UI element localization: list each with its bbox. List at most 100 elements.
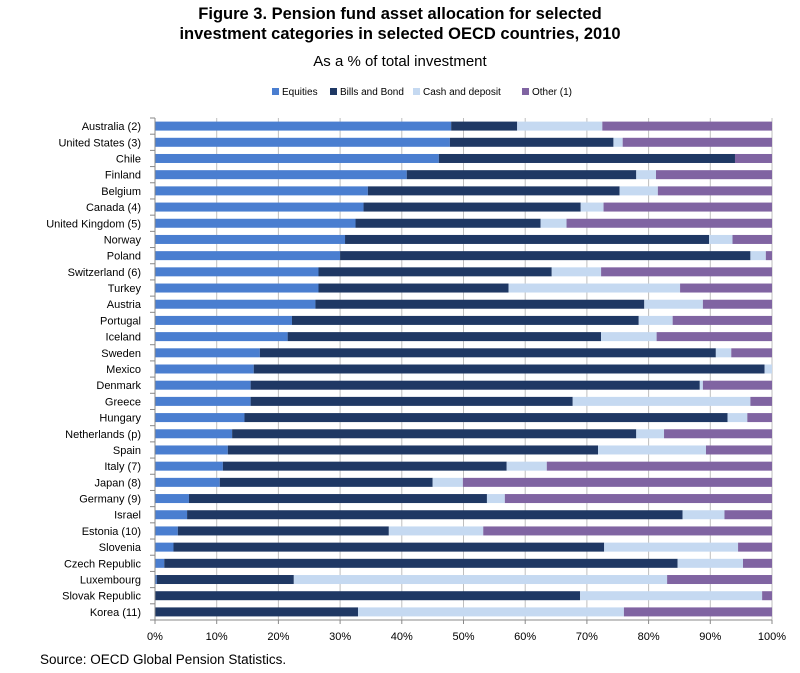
category-label: Norway: [104, 234, 142, 246]
bar-segment: [699, 380, 703, 390]
category-label: Italy (7): [104, 461, 141, 473]
bar-segment: [188, 494, 487, 504]
bar-segment: [219, 477, 433, 487]
source-note: Source: OECD Global Pension Statistics.: [40, 652, 287, 667]
bar-segment: [743, 558, 772, 568]
bar-segment: [287, 332, 602, 342]
bar-segment: [764, 364, 772, 374]
x-tick-label: 90%: [699, 631, 721, 643]
bar-segment: [765, 251, 772, 261]
bar-segment: [572, 396, 751, 406]
x-tick-label: 60%: [514, 631, 536, 643]
x-tick-label: 100%: [758, 631, 786, 643]
category-label: United States (3): [58, 137, 141, 149]
x-tick-label: 70%: [576, 631, 598, 643]
bar-segment: [731, 348, 772, 358]
bar-segment: [566, 218, 772, 228]
bar-segment: [619, 186, 658, 196]
category-label: Estonia (10): [82, 526, 141, 538]
bar-segment: [638, 315, 673, 325]
bar-segment: [732, 234, 772, 244]
bar-segment: [253, 364, 765, 374]
category-label: Chile: [116, 153, 141, 165]
category-label: Korea (11): [90, 607, 141, 619]
bar-segment: [155, 153, 439, 163]
bar-segment: [667, 575, 772, 585]
bar-segment: [750, 396, 772, 406]
legend-swatch: [272, 88, 279, 95]
bar-segment: [293, 575, 668, 585]
bar-segment: [345, 234, 710, 244]
category-label: Japan (8): [95, 477, 141, 489]
bar-segment: [451, 121, 518, 131]
bar-segment: [551, 267, 602, 277]
bar-segment: [517, 121, 603, 131]
bar-segment: [155, 299, 316, 309]
bar-segment: [155, 396, 251, 406]
category-label: Germany (9): [79, 494, 141, 506]
legend-label: Equities: [282, 87, 318, 98]
bar-segment: [155, 558, 165, 568]
bar-segment: [747, 413, 772, 423]
category-label: Belgium: [101, 186, 141, 198]
bar-segment: [406, 170, 637, 180]
bar-segment: [727, 413, 748, 423]
bar-segment: [155, 202, 364, 212]
bar-segment: [702, 380, 772, 390]
bar-segment: [155, 137, 450, 147]
bar-segment: [318, 283, 509, 293]
bar-segment: [250, 380, 700, 390]
bar-segment: [622, 137, 772, 147]
bar-segment: [656, 332, 772, 342]
x-tick-label: 10%: [206, 631, 228, 643]
legend-swatch: [330, 88, 337, 95]
category-label: Austria: [107, 299, 142, 311]
category-label: Mexico: [106, 364, 141, 376]
bar-segment: [155, 234, 346, 244]
category-label: Denmark: [96, 380, 141, 392]
bar-segment: [155, 170, 407, 180]
category-label: Czech Republic: [64, 558, 142, 570]
bar-segment: [486, 494, 505, 504]
bar-segment: [603, 202, 772, 212]
legend-label: Bills and Bond: [340, 87, 404, 98]
bar-segment: [155, 477, 220, 487]
bar-segment: [762, 591, 772, 601]
bar-segment: [315, 299, 645, 309]
bar-segment: [483, 526, 772, 536]
bar-segment: [155, 251, 341, 261]
category-label: Spain: [113, 445, 141, 457]
bar-segment: [604, 542, 739, 552]
category-label: Greece: [105, 396, 141, 408]
chart-subtitle: As a % of total investment: [313, 53, 487, 70]
bar-segment: [508, 283, 681, 293]
legend-swatch: [522, 88, 529, 95]
category-label: Australia (2): [82, 121, 141, 133]
bar-segment: [709, 234, 733, 244]
chart-title: Figure 3. Pension fund asset allocation …: [0, 4, 800, 44]
category-label: Portugal: [100, 315, 141, 327]
bar-segment: [432, 477, 463, 487]
bar-segment: [664, 429, 772, 439]
bar-segment: [657, 186, 772, 196]
category-label: Poland: [107, 251, 141, 263]
bar-segment: [715, 348, 732, 358]
bar-segment: [232, 429, 637, 439]
legend-label: Cash and deposit: [423, 87, 501, 98]
bar-segment: [155, 526, 178, 536]
category-label: Switzerland (6): [68, 267, 141, 279]
category-label: Hungary: [99, 413, 141, 425]
category-label: Israel: [114, 510, 141, 522]
bar-segment: [580, 202, 604, 212]
bar-segment: [291, 315, 639, 325]
bar-segment: [363, 202, 581, 212]
bar-segment: [155, 380, 251, 390]
bar-segment: [173, 542, 605, 552]
bar-segment: [318, 267, 552, 277]
chart-title-line1: Figure 3. Pension fund asset allocation …: [198, 5, 602, 23]
category-label: Finland: [105, 170, 141, 182]
category-label: Luxembourg: [80, 575, 141, 587]
bar-segment: [259, 348, 716, 358]
bar-segment: [462, 477, 772, 487]
bar-segment: [355, 218, 541, 228]
